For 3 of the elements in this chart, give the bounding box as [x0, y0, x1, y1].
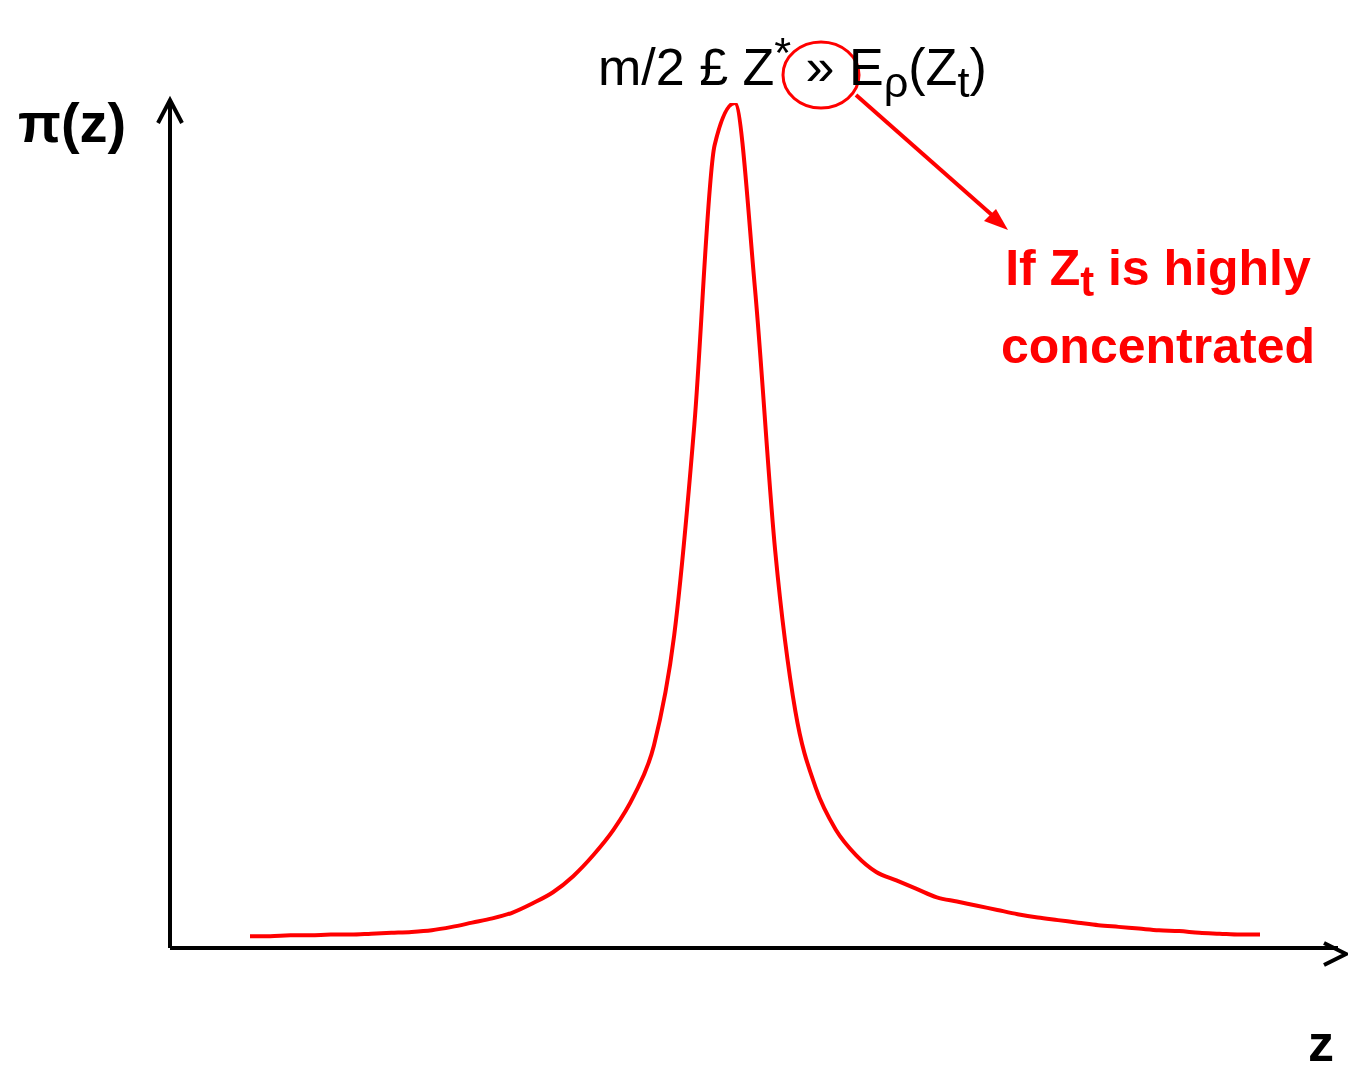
annotation: If Z$_{t}$ is highly concentrated	[1000, 239, 1316, 377]
y-axis-title: π(z)	[18, 90, 127, 155]
x-axis-title: z	[1308, 1013, 1334, 1073]
